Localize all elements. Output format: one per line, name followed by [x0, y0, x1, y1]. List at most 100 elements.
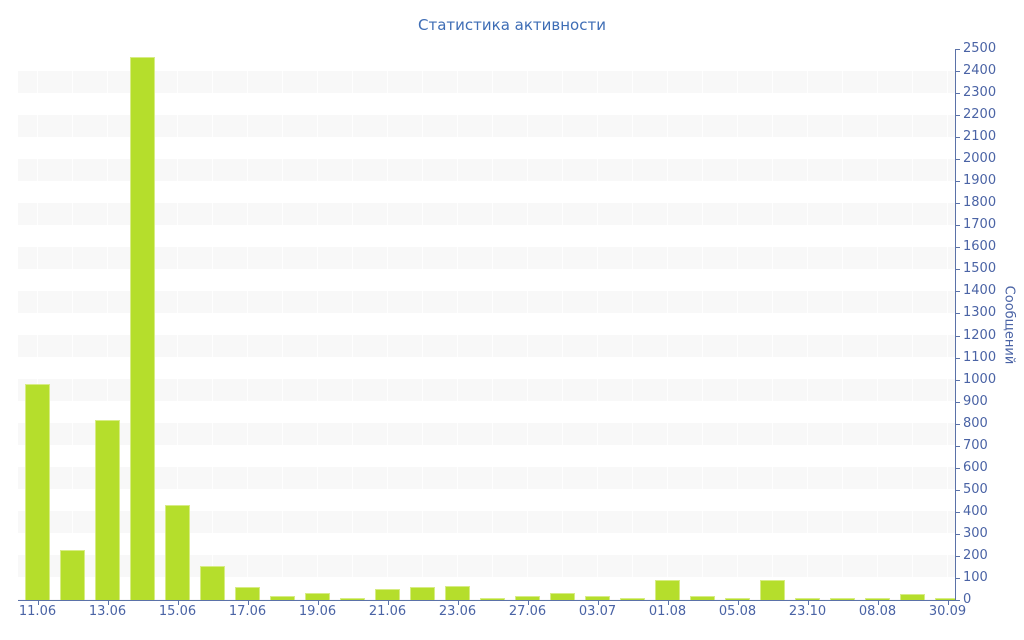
bar[interactable] [655, 580, 680, 600]
y-tick-label: 500 [963, 482, 988, 497]
y-tick [956, 336, 960, 337]
bar[interactable] [270, 596, 295, 600]
y-tick [956, 247, 960, 248]
y-axis-title: Сообщений [1001, 285, 1017, 365]
y-tick [956, 534, 960, 535]
y-tick-label: 1000 [963, 372, 997, 387]
y-tick-label: 1800 [963, 195, 997, 210]
bar[interactable] [25, 384, 50, 600]
y-tick-label: 1600 [963, 239, 997, 254]
bar[interactable] [795, 598, 820, 600]
y-tick [956, 556, 960, 557]
x-tick [947, 601, 949, 605]
x-tick-label: 23.10 [788, 604, 827, 619]
bar[interactable] [620, 598, 645, 600]
x-tick [247, 601, 249, 605]
chart-title: Статистика активности [418, 16, 606, 34]
x-tick-label: 08.08 [858, 604, 897, 619]
y-tick [956, 578, 960, 579]
y-tick [956, 490, 960, 491]
x-tick [317, 601, 319, 605]
bar[interactable] [410, 587, 435, 600]
y-tick-label: 1100 [963, 350, 997, 365]
y-tick [956, 512, 960, 513]
bar[interactable] [200, 566, 225, 600]
x-tick [737, 601, 739, 605]
x-tick-label: 30.09 [928, 604, 967, 619]
bar[interactable] [445, 586, 470, 600]
y-tick-label: 2400 [963, 63, 997, 78]
x-axis-line [18, 600, 956, 601]
y-axis-line [955, 49, 956, 601]
y-tick-label: 200 [963, 548, 988, 563]
y-tick [956, 600, 960, 601]
x-tick [107, 601, 109, 605]
x-tick [527, 601, 529, 605]
x-tick-label: 23.06 [438, 604, 477, 619]
bar[interactable] [935, 598, 955, 600]
x-tick [807, 601, 809, 605]
bar[interactable] [865, 598, 890, 600]
bar[interactable] [130, 57, 155, 600]
y-tick-label: 600 [963, 460, 988, 475]
y-tick-label: 1300 [963, 305, 997, 320]
y-tick [956, 446, 960, 447]
y-tick [956, 203, 960, 204]
bar[interactable] [760, 580, 785, 600]
x-tick-label: 15.06 [158, 604, 197, 619]
x-tick-label: 21.06 [368, 604, 407, 619]
bar[interactable] [515, 596, 540, 600]
x-tick-label: 27.06 [508, 604, 547, 619]
bar[interactable] [725, 598, 750, 600]
y-tick [956, 291, 960, 292]
x-tick-label: 13.06 [88, 604, 127, 619]
bar[interactable] [165, 505, 190, 600]
x-tick-label: 17.06 [228, 604, 267, 619]
y-tick-label: 400 [963, 504, 988, 519]
bar[interactable] [830, 598, 855, 600]
bar[interactable] [550, 593, 575, 600]
y-tick [956, 93, 960, 94]
y-tick [956, 424, 960, 425]
y-tick-label: 2300 [963, 85, 997, 100]
x-tick [177, 601, 179, 605]
y-tick-label: 900 [963, 394, 988, 409]
y-tick-label: 100 [963, 570, 988, 585]
x-tick [597, 601, 599, 605]
bar[interactable] [690, 596, 715, 600]
y-tick [956, 115, 960, 116]
x-tick-label: 19.06 [298, 604, 337, 619]
y-tick [956, 159, 960, 160]
plot-area [18, 49, 955, 600]
y-tick-label: 2100 [963, 129, 997, 144]
y-tick [956, 71, 960, 72]
x-tick-label: 01.08 [648, 604, 687, 619]
bar[interactable] [340, 598, 365, 600]
y-tick [956, 468, 960, 469]
y-tick-label: 1200 [963, 328, 997, 343]
bar[interactable] [235, 587, 260, 600]
y-tick [956, 269, 960, 270]
bar[interactable] [375, 589, 400, 600]
y-tick [956, 137, 960, 138]
y-tick-label: 1400 [963, 283, 997, 298]
x-tick-label: 05.08 [718, 604, 757, 619]
bar[interactable] [900, 594, 925, 600]
x-tick [387, 601, 389, 605]
y-tick-label: 300 [963, 526, 988, 541]
bar[interactable] [480, 598, 505, 600]
x-tick-label: 11.06 [18, 604, 57, 619]
bar[interactable] [60, 550, 85, 600]
y-tick-label: 2000 [963, 151, 997, 166]
y-tick [956, 225, 960, 226]
bar[interactable] [305, 593, 330, 600]
bar[interactable] [585, 596, 610, 600]
x-tick [667, 601, 669, 605]
bar[interactable] [95, 420, 120, 600]
y-tick-label: 2500 [963, 41, 997, 56]
y-tick-label: 700 [963, 438, 988, 453]
y-tick [956, 402, 960, 403]
y-tick-label: 0 [963, 592, 972, 607]
y-tick [956, 49, 960, 50]
